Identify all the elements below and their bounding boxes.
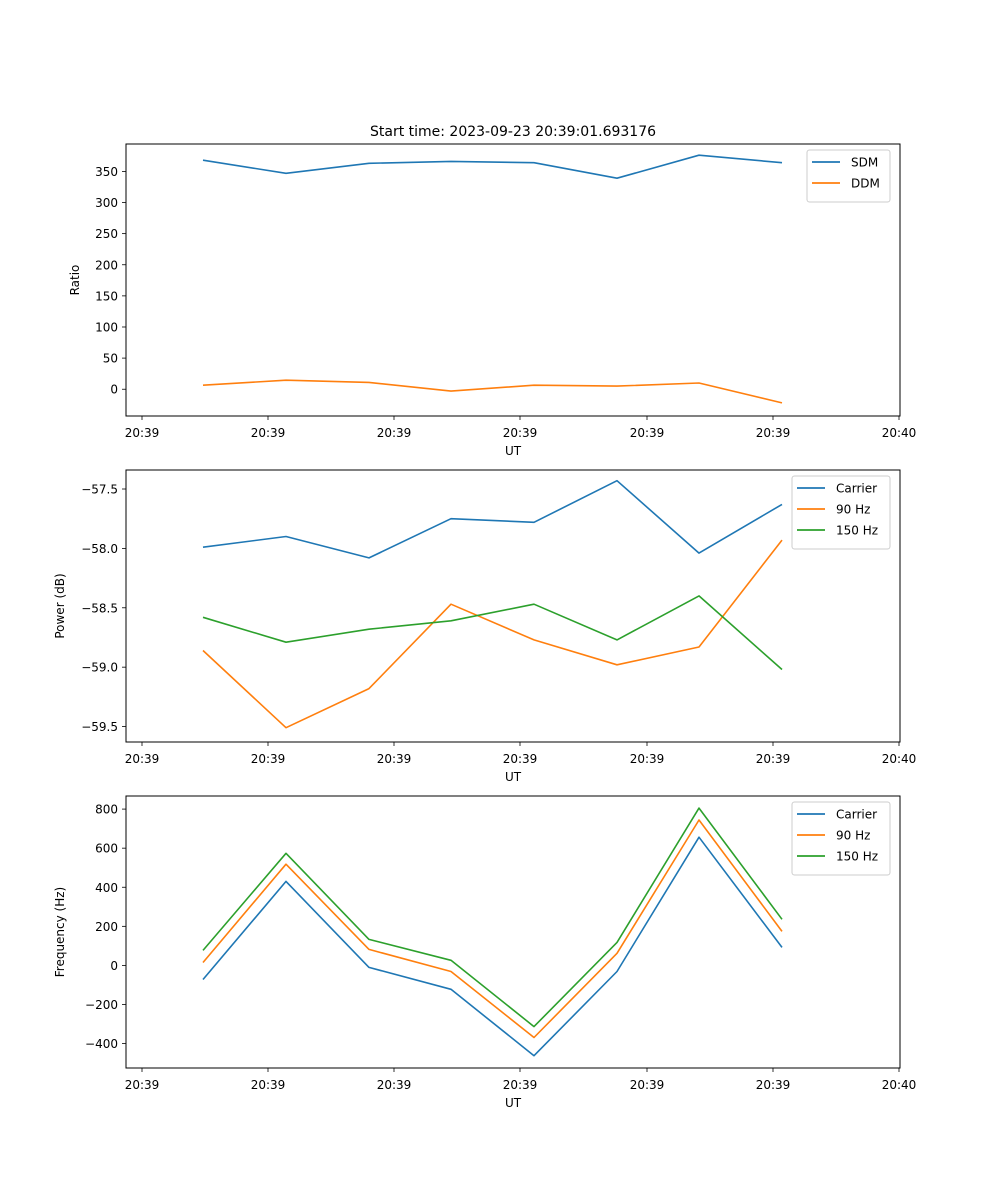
y-tick-label: 150 — [95, 289, 118, 303]
x-tick-label: 20:39 — [756, 1078, 791, 1092]
x-tick-label: 20:40 — [882, 1078, 917, 1092]
x-tick-label: 20:39 — [251, 752, 286, 766]
y-tick-label: 250 — [95, 227, 118, 241]
series-line-90-hz — [202, 819, 783, 1039]
series-line-150-hz — [202, 595, 783, 671]
x-tick-label: 20:39 — [251, 1078, 286, 1092]
x-axis-label: UT — [505, 444, 522, 458]
y-tick-label: 0 — [110, 383, 118, 397]
y-tick-label: 300 — [95, 196, 118, 210]
x-axis-label: UT — [505, 770, 522, 784]
series-line-sdm — [202, 154, 783, 179]
subplot-2: 20:39 20:39 20:39 20:39 20:39 20:39 20:40 UT −59… — [53, 469, 917, 784]
y-axis-label: Frequency (Hz) — [53, 887, 67, 978]
x-tick-label: 20:39 — [630, 426, 665, 440]
legend-label: SDM — [851, 156, 878, 170]
axes-frame — [125, 469, 901, 743]
legend-label: 90 Hz — [836, 503, 870, 517]
subplot-3: 20:39 20:39 20:39 20:39 20:39 20:39 20:40 UT −40… — [53, 795, 917, 1110]
series-line-150-hz — [202, 807, 783, 1028]
series-line-ddm — [202, 379, 783, 404]
legend: SDM DDM — [806, 149, 891, 203]
y-tick-label: −59.0 — [81, 661, 118, 675]
legend: Carrier 90 Hz 150 Hz — [791, 801, 891, 876]
x-tick-label: 20:39 — [125, 1078, 160, 1092]
series-line-90-hz — [202, 539, 783, 729]
x-tick-label: 20:39 — [503, 1078, 538, 1092]
x-tick-label: 20:39 — [125, 752, 160, 766]
x-axis-label: UT — [505, 1096, 522, 1110]
y-tick-label: −58.5 — [81, 601, 118, 615]
x-tick-label: 20:39 — [756, 752, 791, 766]
subplot-1: Start time: 2023-09-23 20:39:01.693176 20… — [68, 124, 916, 458]
legend-label: DDM — [851, 177, 880, 191]
axes-frame — [125, 143, 901, 417]
y-tick-label: −59.5 — [81, 720, 118, 734]
y-tick-label: 50 — [103, 352, 118, 366]
y-tick-label: 0 — [110, 959, 118, 973]
y-axis-label: Ratio — [68, 265, 82, 296]
legend-label: Carrier — [836, 808, 877, 822]
legend-label: 150 Hz — [836, 524, 878, 538]
x-tick-label: 20:40 — [882, 426, 917, 440]
y-tick-label: 350 — [95, 165, 118, 179]
x-tick-label: 20:39 — [503, 752, 538, 766]
legend-label: 150 Hz — [836, 850, 878, 864]
y-tick-label: −57.5 — [81, 483, 118, 497]
x-tick-label: 20:39 — [377, 752, 412, 766]
axes-frame — [125, 795, 901, 1069]
y-tick-label: 200 — [95, 258, 118, 272]
x-tick-label: 20:39 — [377, 1078, 412, 1092]
x-tick-label: 20:39 — [630, 1078, 665, 1092]
x-tick-label: 20:39 — [251, 426, 286, 440]
x-tick-label: 20:39 — [630, 752, 665, 766]
y-tick-label: −400 — [85, 1037, 118, 1051]
y-tick-label: 600 — [95, 842, 118, 856]
y-tick-label: 800 — [95, 803, 118, 817]
legend-label: Carrier — [836, 482, 877, 496]
x-tick-label: 20:39 — [756, 426, 791, 440]
y-tick-label: 100 — [95, 320, 118, 334]
x-tick-label: 20:40 — [882, 752, 917, 766]
y-tick-label: 400 — [95, 881, 118, 895]
y-tick-label: −200 — [85, 998, 118, 1012]
y-tick-label: 200 — [95, 920, 118, 934]
series-line-carrier — [202, 479, 783, 559]
series-line-carrier — [202, 836, 783, 1057]
y-axis-label: Power (dB) — [53, 573, 67, 638]
x-tick-label: 20:39 — [125, 426, 160, 440]
x-tick-label: 20:39 — [503, 426, 538, 440]
y-tick-label: −58.0 — [81, 542, 118, 556]
x-tick-label: 20:39 — [377, 426, 412, 440]
legend-label: 90 Hz — [836, 829, 870, 843]
chart-title: Start time: 2023-09-23 20:39:01.693176 — [370, 124, 656, 140]
legend-box — [806, 149, 891, 203]
legend: Carrier 90 Hz 150 Hz — [791, 475, 891, 550]
